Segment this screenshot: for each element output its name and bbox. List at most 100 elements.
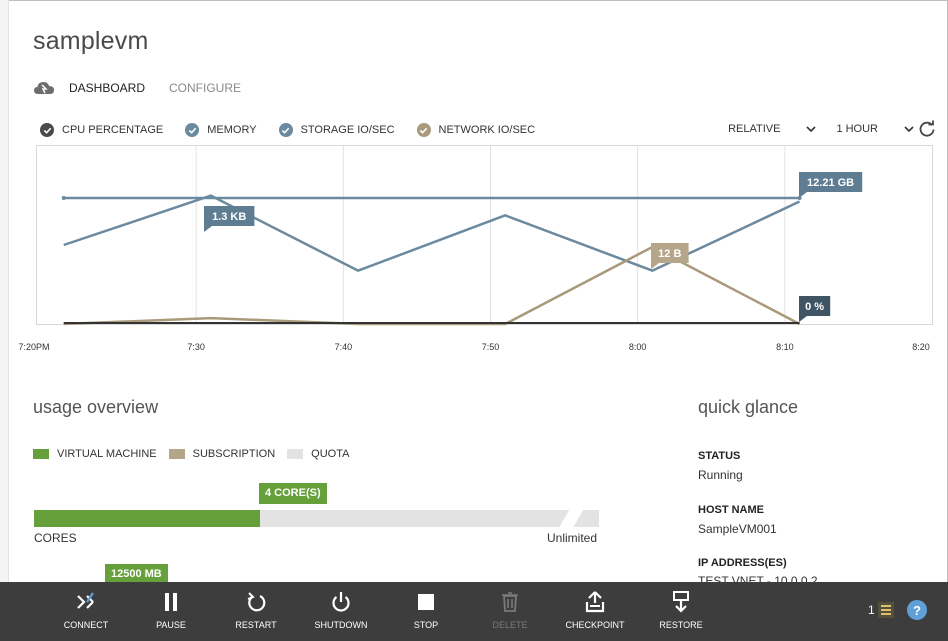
network-callout-label: 12 B [658,248,681,260]
legend-label: SUBSCRIPTION [192,448,276,460]
legend-virtual-machine: VIRTUAL MACHINE [33,448,157,460]
shutdown-button[interactable]: SHUTDOWN [303,590,379,630]
connect-label: CONNECT [63,620,109,630]
left-navigation-strip[interactable] [0,0,9,582]
usage-overview-title: usage overview [33,397,159,417]
cpu-callout-pointer [799,316,807,322]
memory-callout-pointer [799,192,807,198]
metric-toggle-storage[interactable]: STORAGE IO/SEC [278,123,395,137]
x-tick-label: 8:00 [629,342,647,352]
x-tick-label: 7:20PM [18,342,49,352]
metric-label: STORAGE IO/SEC [300,124,395,136]
status-value: Running [698,468,743,482]
restore-label: RESTORE [659,620,703,630]
restart-label: RESTART [235,620,277,630]
legend-subscription: SUBSCRIPTION [168,448,276,460]
x-tick-label: 7:50 [482,342,500,352]
cores-callout: 4 CORE(S) [259,483,327,504]
metric-label: NETWORK IO/SEC [438,124,536,136]
notification-list-icon [877,602,894,618]
cores-limit: Unlimited [547,531,598,545]
help-button[interactable]: ? [907,600,927,620]
series-line-storage [63,194,801,273]
metric-toggle-network[interactable]: NETWORK IO/SEC [416,123,536,137]
memory-callout-box [799,172,863,192]
cpu-callout-label: 0 % [805,301,824,313]
refresh-icon[interactable] [918,120,936,138]
network-callout-box [651,243,689,263]
legend-label: QUOTA [311,448,350,460]
data-point-memory [797,196,802,200]
checkpoint-label: CHECKPOINT [565,620,625,630]
pause-icon [165,593,177,611]
usage-legend: VIRTUAL MACHINE SUBSCRIPTION QUOTA [33,448,361,460]
restart-button[interactable]: RESTART [218,590,294,630]
restore-button[interactable]: RESTORE [643,590,719,630]
host-name-label: HOST NAME [698,504,764,516]
page-title: samplevm [33,27,149,55]
network-callout-pointer [651,263,659,269]
chevron-down-icon [904,126,914,133]
checkmark-icon [416,123,431,137]
storage-callout-pointer [204,226,212,232]
metrics-line-chart: 7:20PM 7:30 7:40 7:50 8:00 8:10 8:20 12.21 GB 1.… [18,146,930,352]
power-icon [332,592,350,612]
range-value: 1 HOUR [836,123,878,135]
command-bar [0,582,948,641]
tab-bar: DASHBOARD CONFIGURE [33,78,265,98]
metric-toggles: CPU PERCENTAGE MEMORY STORAGE IO/SEC NET… [40,123,557,137]
ip-address-label: IP ADDRESS(ES) [698,557,787,569]
x-tick-label: 7:40 [335,342,353,352]
checkmark-icon [40,123,54,137]
pause-button[interactable]: PAUSE [133,590,209,630]
chart-controls: RELATIVE 1 HOUR [708,120,936,138]
x-tick-label: 8:20 [912,342,930,352]
scale-dropdown[interactable]: RELATIVE [728,123,817,135]
cores-label: CORES [34,531,77,545]
restore-icon [673,591,689,613]
memory-callout-label: 12.21 GB [807,177,854,189]
range-dropdown[interactable]: 1 HOUR [836,123,914,135]
checkpoint-button[interactable]: CHECKPOINT [557,590,633,630]
cores-usage-fill [34,510,260,527]
notifications-button[interactable]: 1 [868,600,896,620]
cpu-callout-box [799,296,831,316]
stop-button[interactable]: STOP [388,590,464,630]
restart-icon [247,592,266,612]
checkpoint-icon [585,591,605,613]
metric-label: MEMORY [207,124,257,136]
legend-quota: QUOTA [287,448,349,460]
x-tick-label: 7:30 [187,342,205,352]
legend-swatch [168,449,185,459]
delete-button[interactable]: DELETE [472,590,548,630]
series-line-network [63,245,801,326]
bar-break-marker [556,510,586,527]
connect-button[interactable]: CONNECT [48,590,124,630]
shutdown-label: SHUTDOWN [314,620,368,630]
metric-toggle-memory[interactable]: MEMORY [185,123,257,137]
chevron-down-icon [806,126,817,133]
notification-count: 1 [868,603,875,617]
cores-usage-bar [34,510,599,527]
status-label: STATUS [698,450,741,462]
legend-swatch [33,449,49,459]
legend-label: VIRTUAL MACHINE [57,448,157,460]
data-point-memory [61,196,66,200]
quick-glance-title: quick glance [698,397,799,417]
legend-swatch [287,449,304,459]
stop-label: STOP [413,620,439,630]
trash-icon [502,592,518,612]
storage-callout-box [204,206,255,226]
memory-callout: 12500 MB [105,564,168,585]
checkmark-icon [278,123,293,137]
storage-callout-label: 1.3 KB [212,211,246,223]
x-tick-label: 8:10 [776,342,794,352]
connect-icon [77,592,94,609]
cloud-icon [34,82,54,94]
tab-dashboard[interactable]: DASHBOARD [69,81,146,95]
pause-label: PAUSE [156,620,186,630]
tab-configure[interactable]: CONFIGURE [169,81,242,95]
metric-toggle-cpu[interactable]: CPU PERCENTAGE [40,123,163,137]
stop-icon [418,594,434,610]
metric-label: CPU PERCENTAGE [62,124,164,136]
